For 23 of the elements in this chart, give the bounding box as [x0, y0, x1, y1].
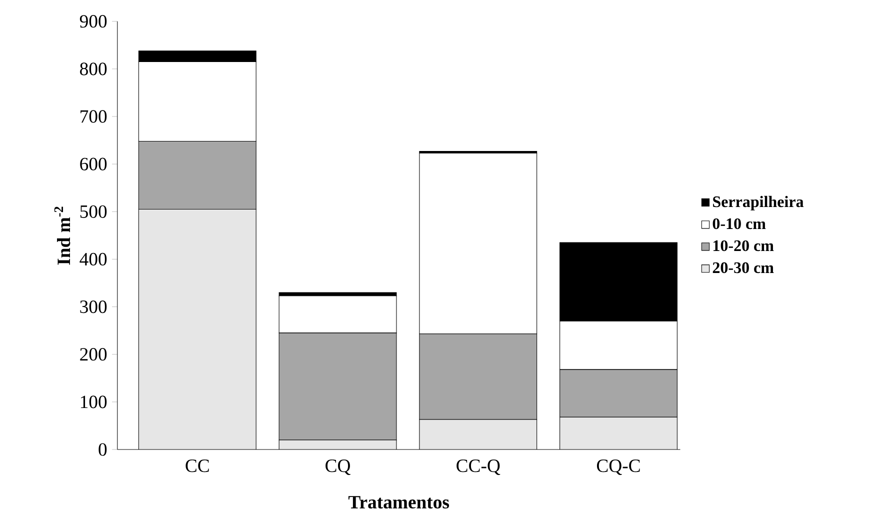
bar: [138, 209, 256, 450]
legend-label: 0-10 cm: [712, 218, 766, 230]
x-axis-title: Tratamentos: [348, 496, 450, 509]
y-tick-label: 700: [80, 110, 107, 123]
y-tick-label: 900: [80, 15, 107, 28]
y-tick-label: 100: [80, 396, 107, 408]
y-tick-label: 800: [80, 62, 107, 76]
x-tick-label: CC-Q: [456, 460, 500, 476]
x-tick-label: CQ-C: [596, 460, 640, 476]
x-tick-label: CC: [186, 460, 209, 472]
y-tick-label: 400: [80, 252, 107, 266]
y-tick-label: 500: [80, 205, 107, 218]
y-tick-label: 600: [80, 158, 107, 170]
legend-label: 10-20 cm: [713, 240, 774, 252]
legend-label: 20-30 cm: [712, 262, 774, 274]
bar: [419, 420, 537, 450]
x-tick-label: CQ: [326, 460, 350, 476]
y-tick-label: 0: [98, 443, 107, 456]
legend-label: Serrapilheira: [713, 196, 804, 210]
y-tick-label: 300: [80, 300, 107, 314]
y-tick-label: 200: [80, 348, 107, 361]
y-axis-title: Ind m$^{-2}$: [54, 206, 70, 265]
bar: [560, 416, 678, 450]
